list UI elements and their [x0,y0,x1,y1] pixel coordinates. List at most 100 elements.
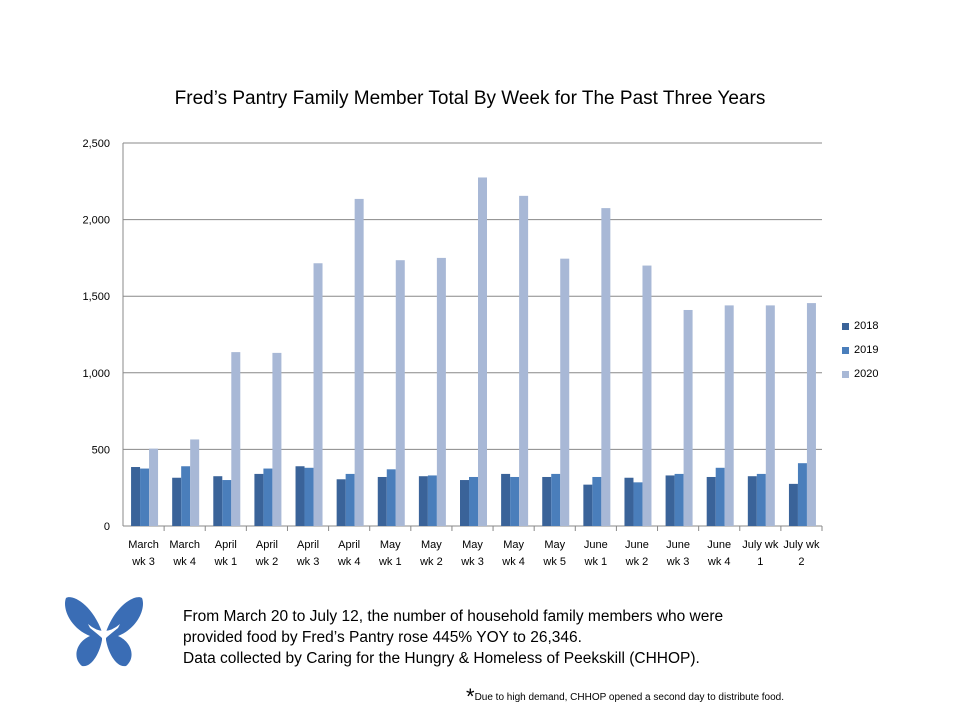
bar-2020 [436,257,446,526]
y-tick-label: 0 [104,521,110,533]
bar-2020 [724,305,734,526]
bar-2018 [460,480,469,526]
bar-2020 [313,263,323,526]
y-tick-label: 2,500 [82,138,110,150]
bar-2019 [592,476,602,526]
x-tick-label: April [215,539,237,551]
y-tick-label: 2,000 [82,215,110,227]
bar-2020 [683,309,693,526]
footnote-text: Due to high demand, CHHOP opened a secon… [474,692,785,703]
note-line-1: From March 20 to July 12, the number of … [183,608,724,625]
x-tick-label: May [462,539,483,551]
bar-2018 [295,466,305,526]
x-tick-label: April [338,539,360,551]
bar-2019 [756,473,766,526]
bar-2020 [478,177,487,526]
bar-2018 [583,484,593,526]
x-tick-label: June [666,539,690,551]
y-tick-label: 500 [92,444,110,456]
legend-label: 2019 [854,344,879,356]
bar-2019 [469,476,478,526]
legend-item-2018: 2018 [842,320,878,332]
x-tick-label: wk 1 [584,556,608,568]
bar-2020 [560,258,570,526]
x-tick-label: July wk [783,539,820,551]
x-tick-label: April [256,539,278,551]
bar-chart: 0 500 1,000 1,500 2,000 2,500 March wk 3 March wk… [82,138,823,568]
x-tick-label: wk 1 [378,556,402,568]
bar-2020 [354,198,364,526]
legend-swatch [842,370,849,378]
butterfly-logo-icon [65,597,143,667]
x-tick-label: June [707,539,731,551]
bar-2020 [519,195,529,526]
bar-2020 [231,352,241,526]
x-tick-label: wk 4 [172,556,196,568]
bar-2019 [715,467,725,526]
x-tick-label: wk 3 [460,556,484,568]
bar-2018 [501,473,511,526]
bar-2018 [706,476,716,526]
bar-2018 [624,477,634,526]
bar-2018 [747,476,757,526]
x-tick-label: May [503,539,524,551]
bar-2018 [336,479,346,526]
bar-2019 [551,473,561,526]
legend-item-2020: 2020 [842,368,878,380]
bar-2019 [345,473,355,526]
bar-2018 [213,476,223,526]
x-tick-label: wk 2 [625,556,649,568]
y-tick-label: 1,000 [82,368,110,380]
x-tick-label: wk 4 [337,556,361,568]
bar-2019 [386,469,396,526]
x-tick-label: wk 4 [707,556,731,568]
x-tick-label: wk 3 [666,556,690,568]
x-tick-label: wk 5 [542,556,566,568]
bar-2018 [172,477,182,526]
bar-2018 [254,473,264,526]
legend-swatch [842,322,849,330]
note-line-3: Data collected by Caring for the Hungry … [183,650,700,667]
x-tick-label: March [128,539,159,551]
x-tick-label: July wk [742,539,779,551]
note-line-2: provided food by Fred’s Pantry rose 445%… [183,629,582,646]
x-tick-label: wk 2 [419,556,443,568]
footnote-asterisk: * [466,684,475,709]
bar-2020 [149,448,159,526]
bar-2019 [263,468,273,526]
x-tick-label: May [544,539,565,551]
bar-2019 [140,468,150,526]
bar-2020 [395,260,405,526]
bar-2019 [181,466,191,526]
x-tick-label: 2 [798,556,804,568]
bar-2019 [797,463,807,526]
x-tick-label: April [297,539,319,551]
bar-2019 [304,467,314,526]
legend-item-2019: 2019 [842,344,878,356]
legend-label: 2020 [854,368,879,380]
bar-2020 [601,208,611,527]
bar-2020 [806,303,816,526]
bar-2018 [418,476,428,526]
x-tick-label: June [625,539,649,551]
bar-2020 [272,352,282,526]
x-tick-label: wk 4 [501,556,525,568]
legend-swatch [842,346,849,354]
legend-label: 2018 [854,320,879,332]
y-tick-label: 1,500 [82,291,110,303]
x-tick-label: May [380,539,401,551]
x-tick-label: June [584,539,608,551]
summary-note: From March 20 to July 12, the number of … [183,606,723,669]
bar-2019 [510,476,520,526]
bar-2020 [642,265,652,526]
bar-2020 [765,305,775,526]
bar-2018 [377,476,387,526]
footnote: *Due to high demand, CHHOP opened a seco… [466,684,784,710]
x-tick-label: 1 [757,556,763,568]
x-tick-label: wk 3 [296,556,320,568]
bar-2019 [427,475,437,526]
bar-2018 [788,483,798,526]
x-tick-label: May [421,539,442,551]
bar-2019 [674,473,684,526]
